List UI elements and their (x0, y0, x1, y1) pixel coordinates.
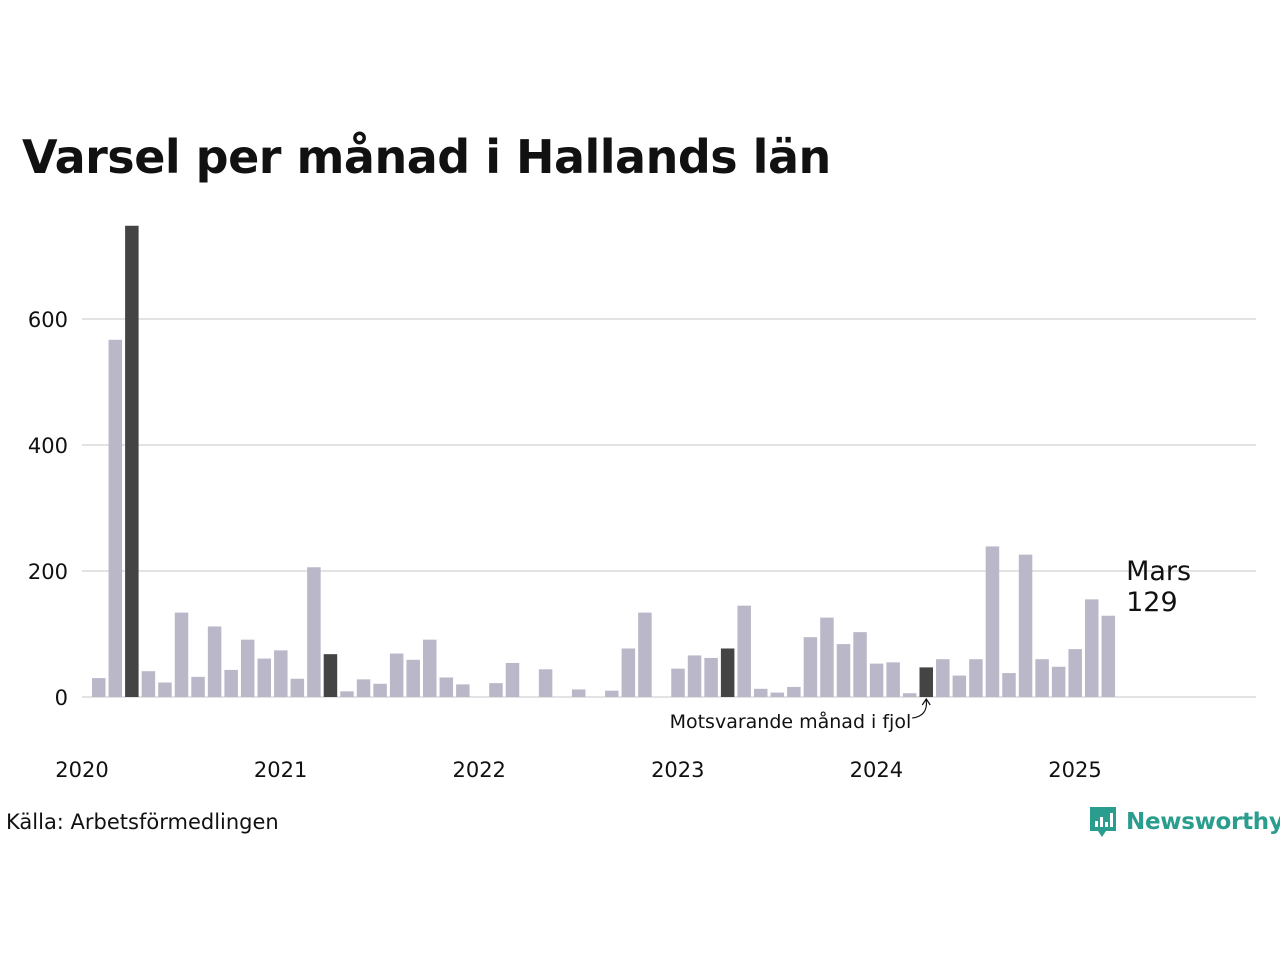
bar (671, 668, 685, 697)
brand-logo: Newsworthy (1088, 804, 1280, 840)
bar (803, 637, 818, 697)
y-axis-ticks: 0 200 400 600 (28, 308, 68, 710)
brand-name: Newsworthy (1126, 809, 1280, 835)
bar (770, 692, 785, 697)
bar (787, 686, 801, 697)
y-tick-label: 400 (28, 434, 68, 458)
bar (141, 671, 156, 697)
bar (307, 567, 321, 697)
bar (919, 667, 933, 697)
bar (1002, 673, 1016, 697)
newsworthy-logo-icon (1090, 807, 1116, 837)
bar (406, 659, 420, 697)
bar (92, 678, 106, 697)
bar (389, 653, 404, 697)
bar (439, 677, 454, 697)
bar (836, 644, 851, 697)
bar (174, 612, 189, 697)
bar (737, 605, 751, 697)
annotation-arrow (912, 697, 931, 719)
bar (1068, 649, 1082, 697)
bar (720, 648, 735, 697)
bar (158, 682, 172, 697)
bar (1101, 615, 1116, 697)
annotation-text: Motsvarande månad i fjol (670, 710, 912, 733)
bar (952, 675, 967, 697)
y-tick-label: 600 (28, 308, 68, 332)
x-tick-label: 2023 (651, 758, 704, 782)
bar (456, 684, 470, 697)
x-tick-label: 2020 (55, 758, 108, 782)
source-note: Källa: Arbetsförmedlingen (6, 810, 279, 834)
x-tick-label: 2022 (452, 758, 505, 782)
x-axis-ticks: 2020 2021 2022 2023 2024 2025 (55, 758, 1101, 782)
x-tick-label: 2021 (254, 758, 307, 782)
bar (754, 688, 768, 697)
bars (92, 225, 1116, 697)
gridlines (82, 318, 1256, 698)
bar (638, 612, 652, 697)
bar (323, 654, 338, 697)
bar (936, 659, 950, 697)
current-month-value: 129 (1126, 587, 1178, 618)
bar (356, 679, 371, 697)
bar (902, 693, 917, 697)
x-tick-label: 2024 (850, 758, 903, 782)
same-month-annotation: Motsvarande månad i fjol (670, 697, 931, 733)
bar (489, 683, 503, 697)
bar (869, 663, 884, 697)
bar (985, 546, 1000, 697)
chart-title: Varsel per månad i Hallands län (22, 130, 831, 184)
bar (257, 658, 271, 697)
bar (240, 639, 255, 697)
bar (538, 669, 553, 697)
bar (340, 691, 354, 697)
bar (207, 626, 222, 697)
bar (274, 650, 288, 697)
bar (886, 662, 900, 697)
bar (1085, 599, 1099, 697)
x-tick-label: 2025 (1048, 758, 1101, 782)
bar (605, 690, 619, 697)
bar (969, 659, 983, 697)
bar (1035, 659, 1049, 697)
bar (1051, 666, 1066, 697)
current-month-name: Mars (1126, 556, 1191, 587)
current-month-label: Mars 129 (1126, 556, 1191, 618)
bar (423, 639, 437, 697)
bar (108, 339, 123, 697)
bar (687, 655, 702, 697)
bar (125, 225, 139, 697)
bar (290, 678, 305, 697)
bar (505, 662, 520, 697)
bar (571, 689, 586, 697)
bar (704, 657, 718, 697)
bar (191, 676, 205, 697)
y-tick-label: 200 (28, 560, 68, 584)
bar (1018, 554, 1033, 697)
bar (373, 683, 387, 697)
bar (621, 648, 636, 697)
y-tick-label: 0 (55, 686, 68, 710)
bar (224, 669, 238, 697)
bar (853, 632, 867, 697)
bar (820, 617, 834, 697)
